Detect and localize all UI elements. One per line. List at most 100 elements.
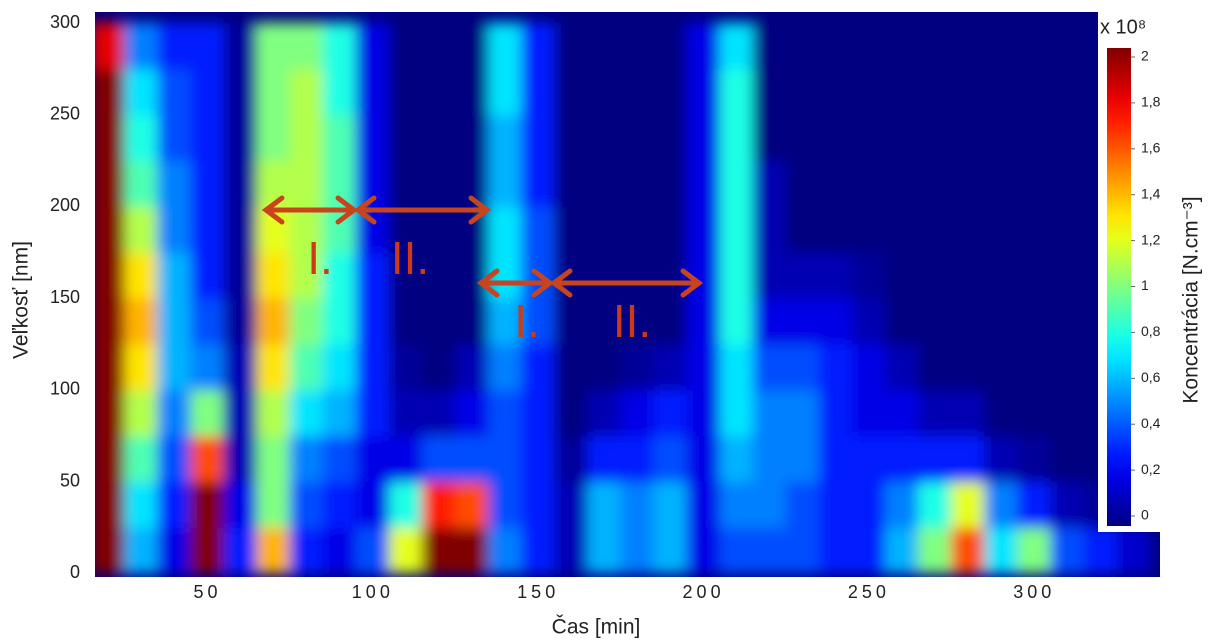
x-axis-title: Čas [min] [552, 616, 641, 639]
x-tick-label: 100 [352, 582, 394, 602]
heatmap-cell [223, 114, 258, 162]
heatmap-cell [322, 389, 357, 437]
heatmap-cell [851, 160, 886, 207]
heatmap-cell [190, 251, 225, 299]
heatmap-cell [620, 22, 655, 70]
heatmap-cell [521, 160, 556, 207]
heatmap-cell [719, 68, 754, 116]
heatmap-cell [455, 68, 490, 116]
colorbar-scale: x 10⁸ [1100, 16, 1146, 38]
heatmap-cell [620, 481, 655, 528]
heatmap-cell [653, 68, 688, 116]
heatmap-cell [190, 68, 225, 116]
heatmap-cell [289, 251, 324, 299]
heatmap-cell [653, 435, 688, 483]
heatmap-cell [488, 68, 523, 116]
heatmap-cell [752, 297, 787, 345]
heatmap-cell [421, 297, 457, 345]
heatmap-cell [884, 205, 920, 253]
heatmap-cell [190, 481, 225, 528]
heatmap-cell [1017, 435, 1052, 483]
heatmap-cell [1017, 297, 1052, 345]
heatmap-cell [785, 526, 820, 574]
colorbar-tick-label: 0,6 [1141, 369, 1161, 385]
heatmap-cell [521, 297, 556, 345]
heatmap-cell [455, 435, 490, 483]
heatmap-cell [157, 205, 192, 253]
heatmap-cell [289, 22, 324, 70]
heatmap-cell [818, 435, 853, 483]
annotation: II. [391, 232, 429, 284]
heatmap-cell [554, 343, 589, 391]
heatmap-cell [918, 297, 953, 345]
heatmap-cell [951, 160, 986, 207]
heatmap-cell [587, 205, 622, 253]
heatmap-cell [785, 22, 820, 70]
heatmap-cell [157, 22, 192, 70]
heatmap-cell [686, 68, 721, 116]
colorbar-tick-label: 1,6 [1141, 140, 1161, 156]
heatmap-cell [95, 389, 126, 437]
heatmap-cell [355, 343, 390, 391]
heatmap-cell [785, 343, 820, 391]
heatmap-cell [95, 435, 126, 483]
heatmap-cell [355, 22, 390, 70]
heatmap-cell [686, 389, 721, 437]
heatmap-cell [256, 114, 291, 162]
heatmap-cell [521, 389, 556, 437]
heatmap-cell [851, 435, 886, 483]
colorbar-tick-label: 1,2 [1141, 231, 1161, 247]
heatmap-cell [157, 114, 192, 162]
heatmap-cell [884, 389, 920, 437]
heatmap-cell [719, 343, 754, 391]
heatmap-cell [190, 114, 225, 162]
heatmap-cell [355, 114, 390, 162]
heatmap-cell [918, 68, 953, 116]
heatmap-cell [818, 389, 853, 437]
annotation: I. [307, 232, 333, 284]
heatmap-cell [587, 251, 622, 299]
heatmap-cell [124, 251, 159, 299]
heatmap-cell [521, 68, 556, 116]
x-tick-label: 150 [517, 582, 559, 602]
heatmap-cell [190, 389, 225, 437]
heatmap-cell [388, 389, 423, 437]
heatmap-cell [884, 481, 920, 528]
heatmap-cell [951, 114, 986, 162]
heatmap-cell [918, 251, 953, 299]
heatmap-cell [785, 251, 820, 299]
x-tick-label: 50 [193, 582, 221, 602]
heatmap-cell [785, 389, 820, 437]
heatmap-cell [95, 343, 126, 391]
heatmap-cell [488, 481, 523, 528]
heatmap-cell [157, 435, 192, 483]
heatmap-cell [918, 114, 953, 162]
heatmap-cell [587, 114, 622, 162]
heatmap-cell [289, 297, 324, 345]
heatmap-cell [554, 160, 589, 207]
x-tick-label: 200 [683, 582, 725, 602]
heatmap-cell [157, 297, 192, 345]
heatmap-cell [256, 526, 291, 574]
colorbar [1107, 48, 1131, 526]
heatmap-cell [620, 160, 655, 207]
heatmap-cell [1017, 205, 1052, 253]
colorbar-tick-label: 1 [1141, 277, 1149, 293]
heatmap-cell [455, 389, 490, 437]
heatmap-cell [918, 205, 953, 253]
heatmap-cell [818, 160, 853, 207]
heatmap-cell [587, 343, 622, 391]
heatmap-cell [421, 526, 457, 574]
heatmap-cell [1050, 435, 1085, 483]
heatmap-cell [620, 251, 655, 299]
heatmap-cell [1017, 481, 1052, 528]
heatmap-cell [157, 526, 192, 574]
heatmap-cell [256, 160, 291, 207]
heatmap-cell [620, 114, 655, 162]
heatmap-cell [851, 297, 886, 345]
heatmap-cell [884, 68, 920, 116]
heatmap-cell [95, 114, 126, 162]
heatmap-cell [488, 389, 523, 437]
heatmap-cell [488, 205, 523, 253]
